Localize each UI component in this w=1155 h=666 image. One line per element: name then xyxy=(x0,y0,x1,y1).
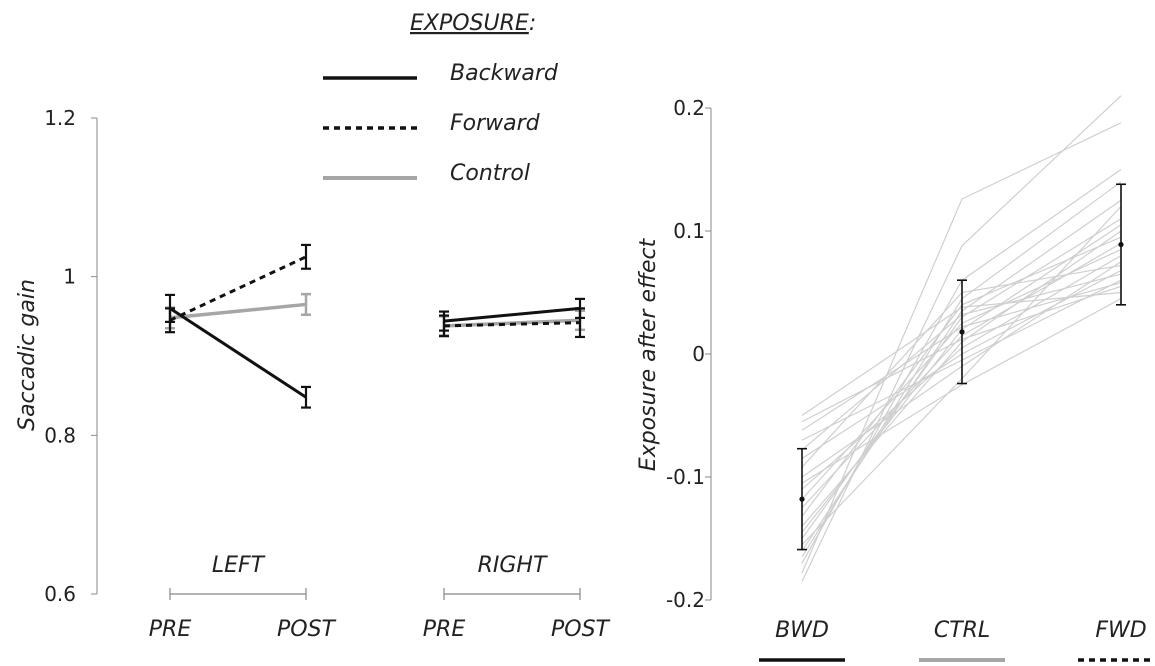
left-y-tick-label: 0.6 xyxy=(44,582,76,606)
left-y-tick-label: 1 xyxy=(63,265,76,289)
right-y-tick-label: 0.2 xyxy=(673,96,705,120)
panel-right: RIGHT PRE POST xyxy=(423,297,611,642)
x-tick-label-post: POST xyxy=(551,617,611,642)
right-y-tick-label: 0 xyxy=(692,342,705,366)
x-tick-label-pre: PRE xyxy=(149,617,192,642)
right-chart: -0.2 -0.1 0 0.1 0.2 Exposure after effect BW… xyxy=(636,95,1155,662)
series-line-backward xyxy=(443,306,581,323)
right-y-tick-label: -0.2 xyxy=(666,588,705,612)
series-line-forward xyxy=(443,321,581,328)
right-y-axis-label: Exposure after effect xyxy=(636,237,661,471)
legend-label-forward: Forward xyxy=(450,111,541,136)
right-y-tick-label: 0.1 xyxy=(673,219,705,243)
right-y-tick-label: -0.1 xyxy=(666,465,705,489)
mean-point-fwd xyxy=(1118,241,1124,248)
individual-line xyxy=(801,298,1122,484)
x-category-label-ctrl: CTRL xyxy=(934,618,990,643)
left-y-tick-label: 1.2 xyxy=(44,106,76,130)
group-label-right: RIGHT xyxy=(478,553,548,578)
series-backward xyxy=(165,293,311,409)
series-backward xyxy=(439,297,585,332)
x-category-label-fwd: FWD xyxy=(1095,618,1146,643)
x-category-label-bwd: BWD xyxy=(775,618,829,643)
series-line-forward xyxy=(169,255,307,322)
mean-point-bwd xyxy=(799,496,805,502)
left-y-tick-label: 0.8 xyxy=(44,423,76,447)
panel-left: LEFT PRE POST xyxy=(149,243,337,642)
left-y-axis-label: Saccadic gain xyxy=(15,279,40,431)
group-label-left: LEFT xyxy=(212,553,266,578)
series-control xyxy=(165,292,311,330)
x-tick-label-post: POST xyxy=(277,617,337,642)
legend: EXPOSURE: Backward Forward Control xyxy=(323,11,559,186)
legend-title: EXPOSURE: xyxy=(410,11,536,36)
legend-label-control: Control xyxy=(450,161,530,186)
legend-label-backward: Backward xyxy=(450,61,559,86)
mean-point-ctrl xyxy=(959,329,965,335)
x-tick-label-pre: PRE xyxy=(423,617,466,642)
series-line-backward xyxy=(169,307,307,399)
individual-line xyxy=(801,122,1122,574)
series-line-control xyxy=(169,302,307,320)
